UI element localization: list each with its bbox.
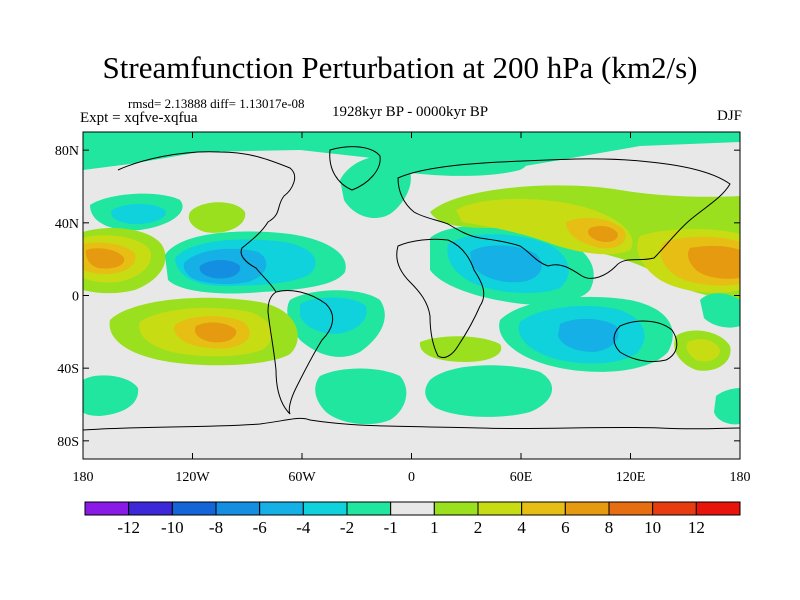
colorbar-label: -12 <box>117 518 140 537</box>
contour-natl-pos <box>188 202 246 233</box>
contour-sindian-pos <box>419 336 502 362</box>
colorbar-box <box>521 501 566 516</box>
season-label: DJF <box>716 108 742 124</box>
coast-north-america <box>117 151 296 293</box>
contour-natlantic-neg <box>340 156 411 219</box>
lon-tick-label: 180 <box>730 470 751 485</box>
coast-antarctica <box>83 417 740 431</box>
lat-tick-label: 40N <box>55 217 79 232</box>
colorbar-label: 10 <box>644 518 661 537</box>
lat-tick-label: 0 <box>72 290 79 305</box>
lat-tick-label: 80S <box>57 435 79 450</box>
contour-aus-pos2 <box>686 339 720 362</box>
map-background <box>83 132 740 459</box>
contour-wpac-pos3 <box>688 245 740 279</box>
colorbar-label: 12 <box>688 518 705 537</box>
colorbar-box <box>346 501 392 516</box>
contour-cpac-pos4 <box>85 248 125 269</box>
contour-eurasia-pos4 <box>588 226 618 242</box>
contour-tatl-neg2 <box>300 297 367 334</box>
colorbar-box <box>477 501 523 516</box>
colorbar-label: -2 <box>340 518 354 537</box>
contour-ssatl-neg2 <box>315 368 407 425</box>
contour-camerica-neg4 <box>199 260 241 279</box>
lon-tick-label: 0 <box>408 470 415 485</box>
coastlines <box>83 146 740 431</box>
colorbar-box <box>171 501 217 516</box>
colorbar-box <box>695 501 741 516</box>
lon-tick-label: 60W <box>288 470 316 485</box>
colorbar-box <box>302 501 348 516</box>
latitude-axis: 80N 40N 0 40S 80S <box>55 144 740 450</box>
contour-field <box>83 132 740 425</box>
colorbar-label: 1 <box>430 518 439 537</box>
colorbar-box <box>564 501 610 516</box>
contour-sspac-neg1 <box>83 375 139 416</box>
contour-npac-neg-core <box>111 204 166 224</box>
colorbar-label: 2 <box>474 518 483 537</box>
plot-title: Streamfunction Perturbation at 200 hPa (… <box>102 50 698 85</box>
colorbar-box <box>259 501 304 516</box>
contour-spac-pos4 <box>194 322 237 343</box>
colorbar-label: -4 <box>296 518 311 537</box>
lat-tick-label: 80N <box>55 144 79 159</box>
lon-tick-label: 120E <box>616 470 646 485</box>
coast-australia <box>613 320 678 363</box>
contour-sspac-neg3 <box>700 293 740 328</box>
lat-tick-label: 40S <box>57 362 79 377</box>
lon-tick-label: 180 <box>73 470 94 485</box>
longitude-axis: 180 120W 60W 0 60E 120E 180 <box>73 132 751 485</box>
experiment-label: Expt = xqfve-xqfua <box>80 110 198 126</box>
coast-europe-asia <box>397 158 731 279</box>
colorbar-box <box>652 501 697 516</box>
colorbar-label: -10 <box>161 518 184 537</box>
contour-sspac-neg2 <box>714 388 740 425</box>
stats-label: rmsd= 2.13888 diff= 1.13017e-08 <box>128 96 305 111</box>
coast-africa <box>396 238 485 359</box>
colorbar-box <box>390 501 435 516</box>
contour-ssatl-neg1 <box>425 365 553 417</box>
colorbar-label: -8 <box>209 518 223 537</box>
colorbar-label: -6 <box>253 518 267 537</box>
contour-indo-neg3 <box>558 318 619 352</box>
colorbar-box <box>128 501 173 516</box>
colorbar-label: 4 <box>517 518 526 537</box>
colorbar: -12 -10 -8 -6 -4 -2 -1 1 2 4 6 8 10 12 <box>84 501 741 537</box>
coast-south-america <box>267 290 334 415</box>
lon-tick-label: 120W <box>175 470 210 485</box>
colorbar-box <box>433 501 479 516</box>
colorbar-label: 6 <box>561 518 570 537</box>
period-label: 1928kyr BP - 0000kyr BP <box>331 104 489 120</box>
colorbar-box <box>84 501 130 516</box>
contour-africa-neg3 <box>470 245 542 283</box>
colorbar-box <box>215 501 261 516</box>
coast-greenland <box>329 146 381 191</box>
colorbar-label: -1 <box>384 518 398 537</box>
colorbar-box <box>608 501 654 516</box>
lon-tick-label: 60E <box>510 470 533 485</box>
colorbar-label: 8 <box>605 518 614 537</box>
